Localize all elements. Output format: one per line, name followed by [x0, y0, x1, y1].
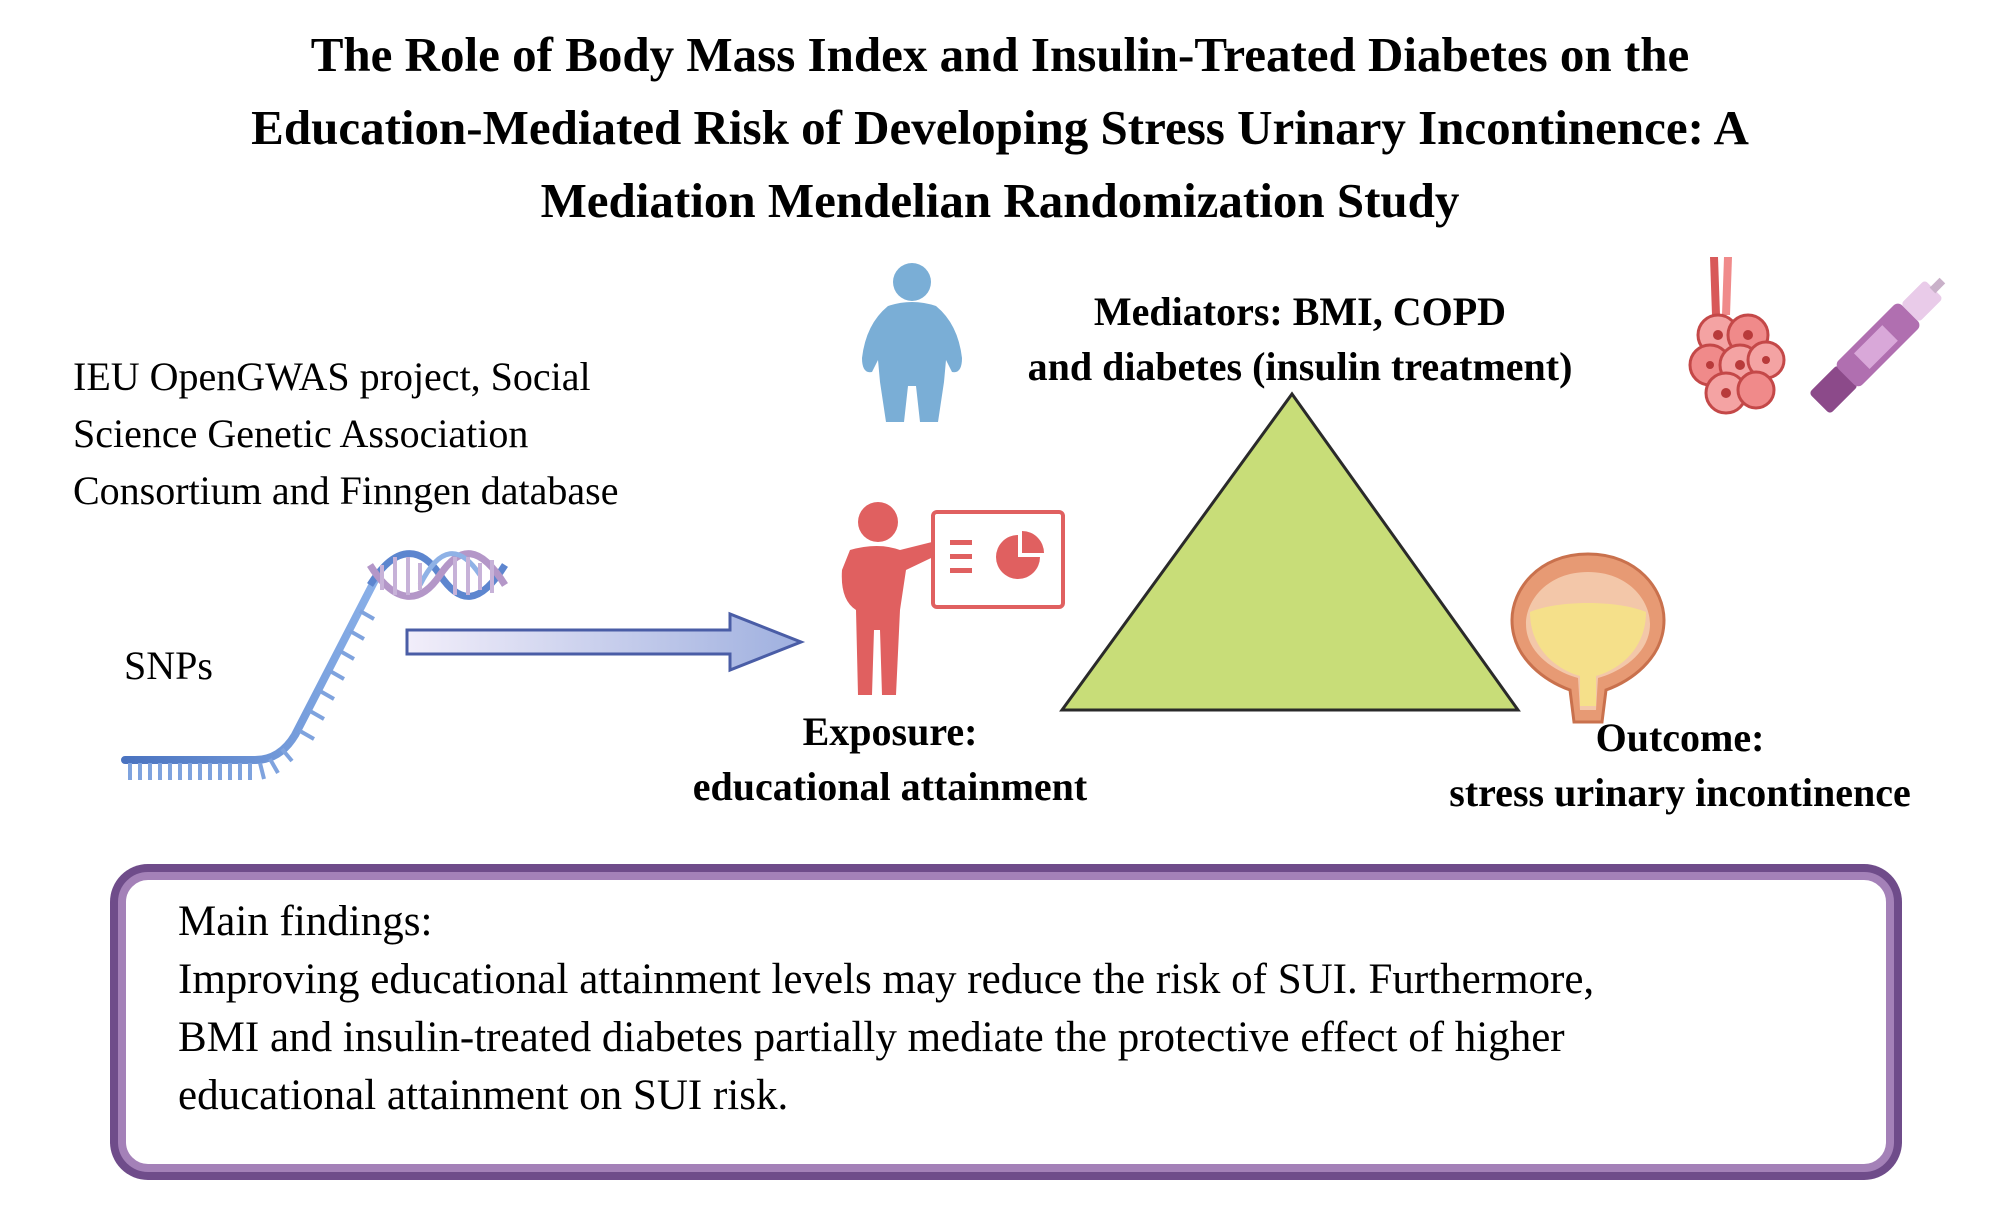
lung-alveoli-icon: [1688, 257, 1786, 415]
outcome-line-1: Outcome:: [1595, 715, 1765, 760]
page-title: The Role of Body Mass Index and Insulin-…: [60, 18, 1940, 237]
snps-label: SNPs: [124, 643, 213, 688]
source-line-1: IEU OpenGWAS project, Social: [73, 354, 591, 399]
dna-icon: [121, 550, 508, 780]
findings-line-2: BMI and insulin-treated diabetes partial…: [178, 1014, 1565, 1061]
data-source-text: IEU OpenGWAS project, Social Science Gen…: [73, 348, 618, 519]
title-line-3: Mediation Mendelian Randomization Study: [540, 173, 1460, 228]
findings-line-1: Improving educational attainment levels …: [178, 956, 1595, 1003]
exposure-line-2: educational attainment: [692, 764, 1088, 809]
obese-person-icon: [862, 263, 962, 422]
insulin-pen-icon: [1810, 277, 1946, 413]
outcome-label: Outcome: stress urinary incontinence: [1400, 710, 1960, 820]
mediators-label: Mediators: BMI, COPD and diabetes (insul…: [980, 284, 1620, 394]
title-line-2: Education-Mediated Risk of Developing St…: [251, 100, 1749, 155]
arrow-icon: [405, 611, 806, 673]
findings-heading: Main findings:: [178, 898, 433, 945]
findings-text: Main findings: Improving educational att…: [178, 893, 1878, 1125]
title-line-1: The Role of Body Mass Index and Insulin-…: [310, 27, 1690, 82]
exposure-label: Exposure: educational attainment: [640, 704, 1140, 814]
source-line-2: Science Genetic Association: [73, 411, 529, 456]
source-line-3: Consortium and Finngen database: [73, 468, 619, 513]
findings-box: [118, 872, 1894, 1172]
bladder-icon: [1510, 552, 1666, 724]
exposure-line-1: Exposure:: [802, 709, 978, 754]
triangle-icon: [1059, 391, 1521, 712]
findings-line-3: educational attainment on SUI risk.: [178, 1072, 789, 1119]
mediators-line-1: Mediators: BMI, COPD: [1093, 289, 1507, 334]
teacher-icon: [841, 502, 1065, 695]
outcome-line-2: stress urinary incontinence: [1449, 770, 1911, 815]
mediators-line-2: and diabetes (insulin treatment): [1027, 344, 1573, 389]
